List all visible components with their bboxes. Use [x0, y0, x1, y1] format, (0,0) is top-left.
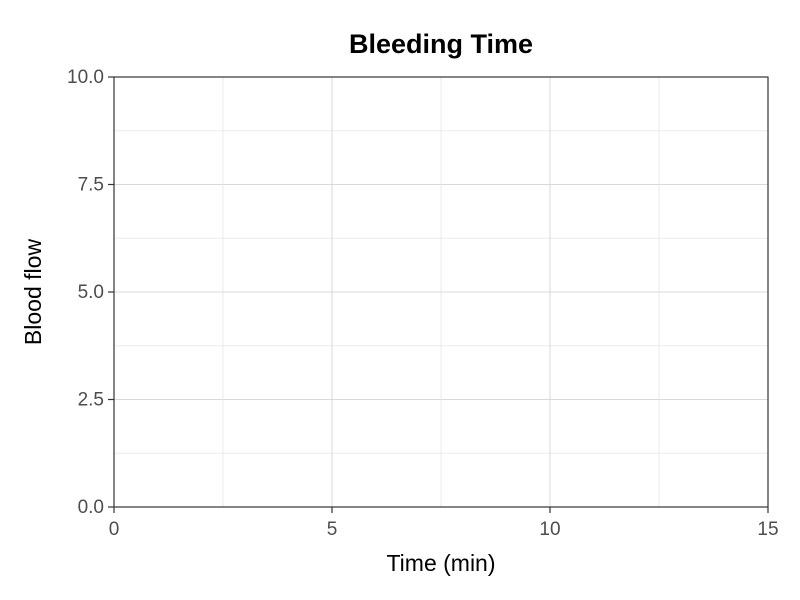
x-tick-label: 5	[327, 519, 338, 540]
y-tick-label: 7.5	[78, 175, 104, 196]
panel-border	[113, 76, 769, 508]
axes: 0 5 10 15 0.0 2.5 5.0 7.5 10.0	[67, 67, 779, 540]
y-tick-label: 5.0	[78, 282, 104, 303]
y-axis-title: Blood flow	[20, 239, 46, 346]
x-tick-label: 0	[109, 519, 120, 540]
y-tick-label: 0.0	[78, 497, 104, 518]
x-tick-label: 15	[757, 519, 778, 540]
y-tick-label: 2.5	[78, 390, 104, 411]
x-axis-title: Time (min)	[386, 550, 495, 576]
y-tick-label: 10.0	[67, 67, 104, 88]
x-tick-label: 10	[539, 519, 560, 540]
chart-title: Bleeding Time	[349, 29, 533, 59]
